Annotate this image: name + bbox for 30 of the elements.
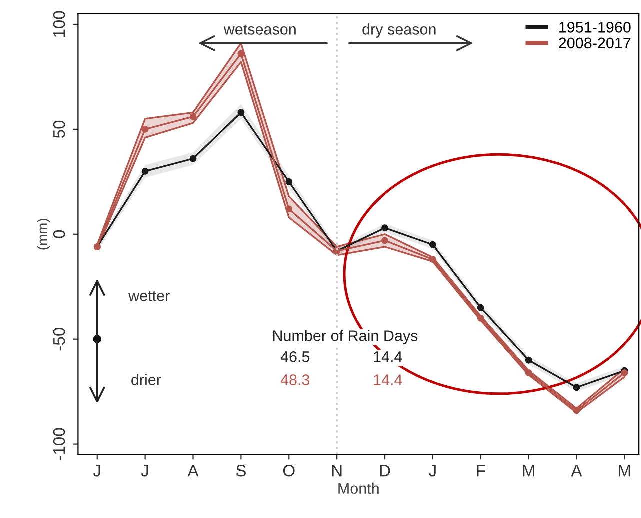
x-tick-label: J [93,465,100,477]
legend-label: 2008-2017 [559,38,631,49]
x-tick-label: M [619,465,630,477]
x-tick-label: J [141,465,148,477]
x-tick-label: F [477,465,486,477]
y-axis-title: (mm) [37,219,50,250]
x-tick-label: M [523,465,534,477]
x-tick-label: N [332,465,342,477]
x-tick-label: D [380,465,390,477]
x-tick-label: A [188,465,199,477]
y-tick-label: 100 [53,11,66,38]
annotation: wetseason [224,24,296,35]
y-tick-label: -50 [53,328,66,351]
annotation: wetter [128,291,170,302]
y-tick-label: -100 [53,428,66,460]
legend-label: 1951-1960 [560,22,631,33]
annotation: 14.4 [374,352,402,362]
annotation: drier [132,374,162,386]
annotation: Number of Rain Days [273,330,418,344]
y-tick-label: 0 [53,230,66,238]
annotation: 14.4 [374,374,402,386]
x-tick-label: J [429,465,436,477]
annotation: 46.5 [280,352,310,362]
x-axis-title: Month [338,482,379,494]
x-tick-label: S [236,464,246,477]
x-tick-label: O [283,464,295,477]
y-tick-label: 50 [53,120,66,138]
annotation: 48.3 [280,374,310,386]
annotation: dry season [362,24,436,38]
x-tick-label: A [571,465,582,477]
